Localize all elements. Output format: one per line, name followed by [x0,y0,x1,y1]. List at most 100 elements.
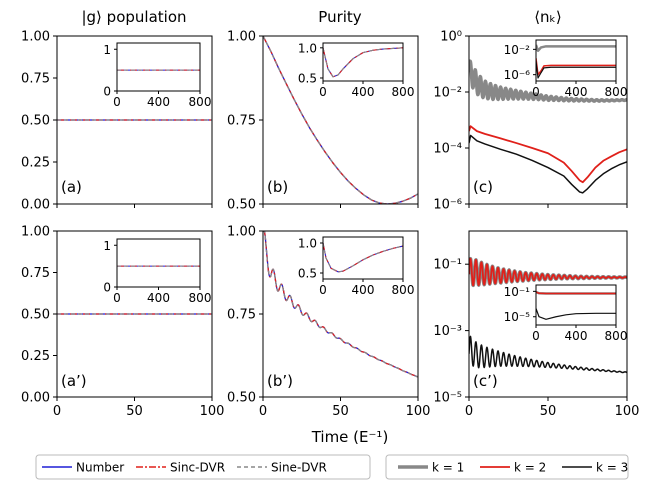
b2-xtick-label: 0 [259,404,267,419]
a2-ytick-label: 0.25 [21,349,50,364]
a2-ytick-label: 0.00 [21,391,50,406]
c2-inset-series-1 [536,291,616,295]
a2-ytick-label: 0.50 [21,308,50,323]
legend-label: k = 2 [514,461,546,475]
legend-label: Sinc-DVR [170,461,225,475]
panel-label-a: (a) [61,178,82,196]
panel-title-b: Purity [318,8,362,26]
c2-inset-xtick-label: 800 [605,329,628,343]
c2-ytick-label: 10⁻³ [433,324,462,339]
a-ytick-label: 1.00 [21,30,50,45]
a-inset-xtick-label: 0 [113,95,121,109]
b2-ytick-label: 0.75 [227,308,256,323]
b-ytick-label: 0.75 [227,114,256,129]
c-series-1 [469,125,627,184]
a2-inset-ytick-label: 0 [103,281,111,295]
panel-c: 10⁻⁶ 10⁻⁴ 10⁻² 10⁰ 0 400 800 10⁻⁶ 10⁻² ⟨nₖ⟩ (c) [433,8,628,213]
panel-b2: 0 50 100 0.50 0.75 1.00 0 400 800 0.5 1.0 (b’) [227,225,430,420]
panel-label-a2: (a’) [61,372,87,390]
c-inset-series-0 [536,44,616,52]
legend-label: k = 1 [432,461,464,475]
c-inset-ytick-label: 10⁻⁶ [504,68,531,82]
a-inset-xtick-label: 400 [147,95,170,109]
a-inset-ytick-label: 1 [103,43,111,57]
b-inset-xtick-label: 0 [319,85,327,99]
a2-xtick-label: 0 [53,404,61,419]
b2-series-2 [263,231,418,378]
c2-ytick-label: 10⁻⁵ [433,391,462,406]
c-inset-xtick-label: 400 [565,85,588,99]
a2-xtick-label: 50 [126,404,143,419]
a2-inset-xtick-label: 400 [147,291,170,305]
inset-a2: 0 400 800 0 1 [103,238,212,305]
c2-xtick-label: 100 [615,404,640,419]
c-ytick-label: 10⁰ [440,30,462,45]
inset-a: 0 400 800 0 1 [103,42,212,109]
c2-ytick-label: 10⁻¹ [433,258,462,273]
panel-b: 0.50 0.75 1.00 0 400 800 0.5 1.0 Purity (b) [227,8,419,213]
b-inset-xtick-label: 800 [392,85,415,99]
a-inset-xtick-label: 800 [189,95,212,109]
a2-ytick-label: 0.75 [21,266,50,281]
legend-label: k = 3 [596,461,628,475]
c-ytick-label: 10⁻⁶ [433,198,462,213]
b2-inset-ytick-label: 0.5 [298,267,317,281]
inset-b: 0 400 800 0.5 1.0 [298,41,415,99]
b2-inset-xtick-label: 800 [392,283,415,297]
c-inset-ytick-label: 10⁻² [504,43,531,57]
c2-series-1 [469,257,627,287]
c2-xtick-label: 0 [465,404,473,419]
b-inset-ytick-label: 0.5 [298,71,317,85]
b-inset-ytick-label: 1.0 [298,41,317,55]
b2-xtick-label: 100 [406,404,431,419]
a2-inset-xtick-label: 800 [189,291,212,305]
a2-xtick-label: 100 [200,404,225,419]
b-inset-xtick-label: 400 [352,85,375,99]
a-inset-ytick-label: 0 [103,85,111,99]
legend-methods: Number Sinc-DVR Sine-DVR [35,454,371,480]
shared-x-axis-label: Time (E⁻¹) [311,428,389,446]
a2-inset-ytick-label: 1 [103,239,111,253]
c2-inset-series-2 [536,308,616,320]
c2-inset-ytick-label: 10⁻⁵ [504,310,531,324]
inset-b2: 0 400 800 0.5 1.0 [298,236,415,297]
panel-title-a: |g⟩ population [81,8,186,26]
c-inset-xtick-label: 800 [605,85,628,99]
b2-inset-xtick-label: 0 [319,283,327,297]
c-ytick-label: 10⁻⁴ [433,142,462,157]
c-inset-series-2 [536,60,616,79]
b2-ytick-label: 0.50 [227,391,256,406]
panel-label-b: (b) [267,178,288,196]
panel-label-c: (c) [473,178,493,196]
b2-xtick-label: 50 [332,404,349,419]
legend-modes: k = 1 k = 2 k = 3 [385,454,629,480]
c2-xtick-label: 50 [540,404,557,419]
b-ytick-label: 0.50 [227,198,256,213]
b2-inset-xtick-label: 400 [352,283,375,297]
c-inset-series-1 [536,58,616,76]
a-ytick-label: 0.00 [21,198,50,213]
b2-ytick-label: 1.00 [227,225,256,240]
panel-label-c2: (c’) [473,372,498,390]
inset-c: 0 400 800 10⁻⁶ 10⁻² [504,39,628,99]
a2-inset-xtick-label: 0 [113,291,121,305]
b-inset-series-2 [323,47,403,78]
panel-c2: 0 50 100 10⁻⁵ 10⁻³ 10⁻¹ 0 400 800 10⁻⁵ 10⁻¹ (c’) [433,230,640,419]
legend-label: Sine-DVR [271,461,327,475]
b2-inset-series-2 [323,242,403,273]
c2-inset-xtick-label: 400 [565,329,588,343]
inset-c2: 0 400 800 10⁻⁵ 10⁻¹ [504,284,628,343]
panel-a: 0.00 0.25 0.50 0.75 1.00 0 400 800 0 1 |g⟩ populat… [21,8,213,213]
b-ytick-label: 1.00 [227,30,256,45]
legend-label: Number [76,461,124,475]
c-ytick-label: 10⁻² [433,86,462,101]
panel-label-b2: (b’) [267,372,293,390]
c2-series-2 [469,335,627,374]
panel-title-c: ⟨nₖ⟩ [534,8,562,26]
a-ytick-label: 0.25 [21,156,50,171]
a2-ytick-label: 1.00 [21,225,50,240]
c-series-2 [469,134,627,194]
panel-a2: 0 50 100 0.00 0.25 0.50 0.75 1.00 0 400 800 0 1 (a’) [21,225,224,420]
c2-inset-xtick-label: 0 [532,329,540,343]
